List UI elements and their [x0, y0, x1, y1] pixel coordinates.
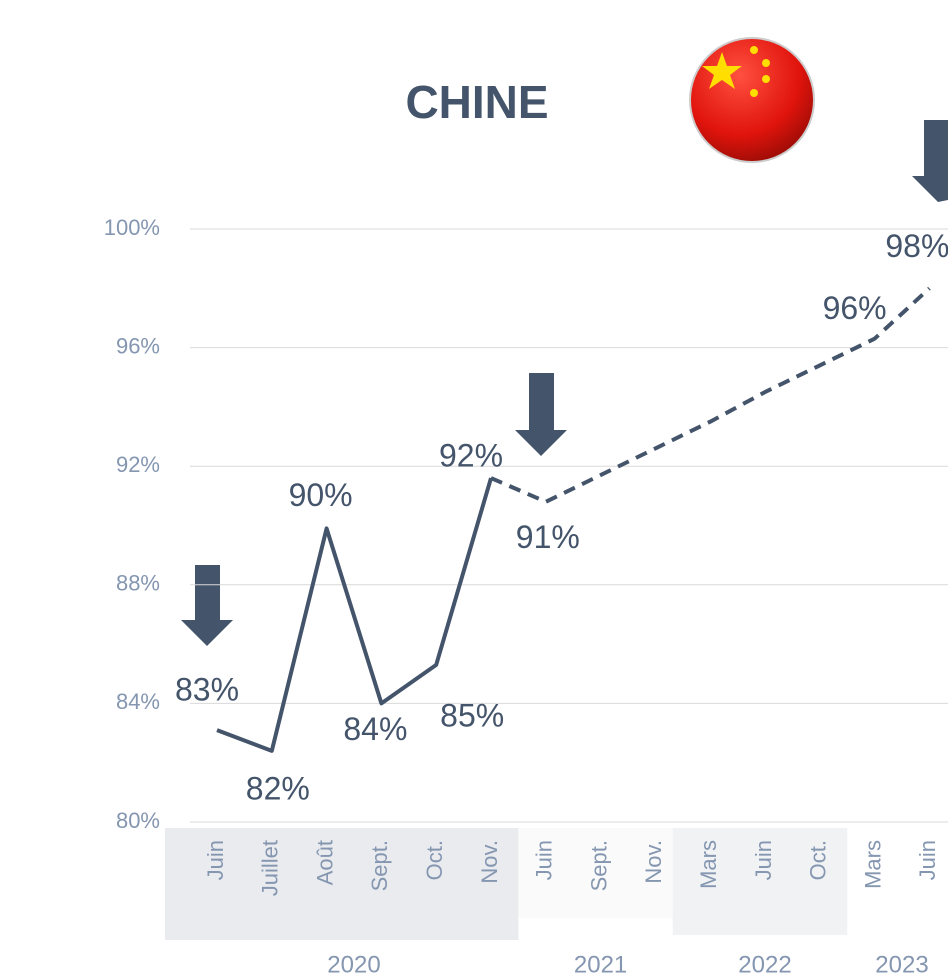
data-label: 92%: [439, 438, 503, 474]
data-label: 91%: [516, 519, 580, 555]
y-tick-label: 88%: [116, 571, 160, 596]
data-label: 85%: [440, 697, 504, 733]
y-tick-label: 84%: [116, 689, 160, 714]
chart-title: CHINE: [405, 76, 548, 128]
x-tick-label: Mars: [696, 840, 721, 889]
data-label: 98%: [885, 228, 948, 264]
x-group-label: 2023: [875, 951, 928, 978]
data-label: 90%: [289, 477, 353, 513]
x-group-label: 2020: [327, 951, 380, 978]
x-tick-label: Juin: [751, 840, 776, 880]
axis-background: [165, 828, 848, 940]
x-tick-label: Nov.: [641, 840, 666, 884]
x-tick-label: Mars: [860, 840, 885, 889]
y-tick-label: 100%: [104, 215, 160, 240]
line: [490, 286, 931, 504]
x-group-label: 2021: [574, 951, 627, 978]
x-tick-label: Juin: [203, 840, 228, 880]
x-tick-label: Juillet: [258, 840, 283, 896]
x-tick-label: Oct.: [806, 840, 831, 880]
x-tick-label: Oct.: [422, 840, 447, 880]
flag: [689, 37, 815, 163]
x-tick-label: Sept.: [367, 840, 392, 891]
y-tick-label: 92%: [116, 452, 160, 477]
x-group-label: 2022: [738, 951, 791, 978]
data-label: 83%: [175, 672, 239, 708]
group-background: [518, 828, 683, 918]
data-label: 96%: [823, 290, 887, 326]
x-tick-label: Juin: [532, 840, 557, 880]
group-background: [165, 828, 519, 940]
group-background: [672, 828, 848, 935]
y-tick-label: 80%: [116, 808, 160, 833]
data-label: 82%: [246, 770, 310, 806]
y-tick-label: 96%: [116, 333, 160, 358]
data-label: 84%: [343, 711, 407, 747]
x-tick-label: Août: [312, 840, 337, 885]
arrows: [181, 120, 948, 646]
x-tick-label: Juin: [915, 840, 940, 880]
x-tick-label: Sept.: [586, 840, 611, 891]
line: [216, 477, 493, 753]
x-tick-label: Nov.: [477, 840, 502, 884]
